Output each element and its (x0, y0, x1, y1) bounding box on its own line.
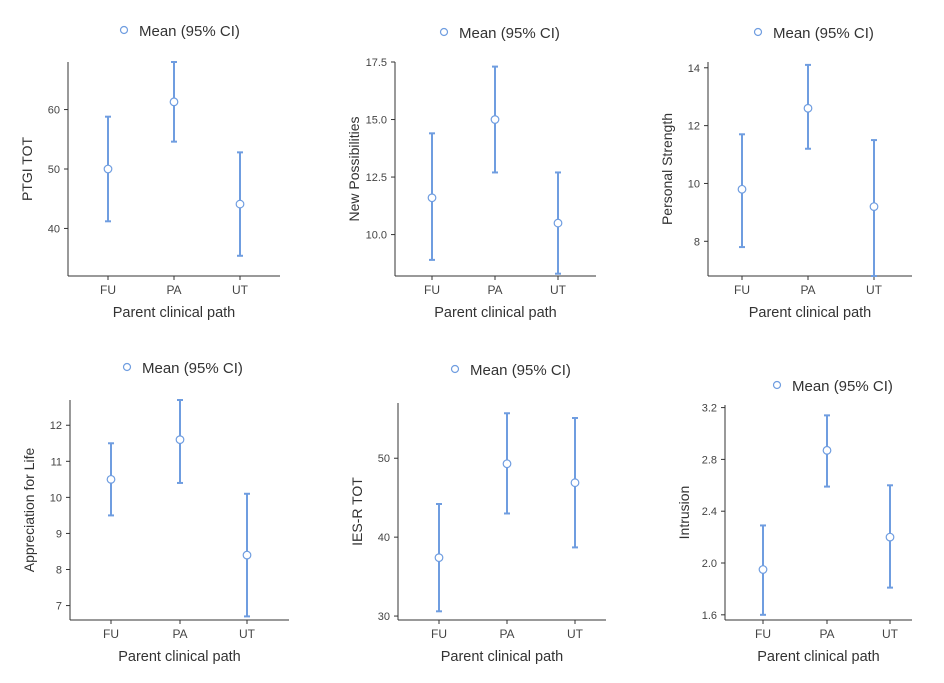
y-tick-label: 40 (48, 223, 60, 235)
legend-label: Mean (95% CI) (139, 23, 240, 40)
mean-point-ut (570, 478, 580, 488)
legend-marker-icon (772, 380, 782, 390)
mean-point-pa (502, 459, 512, 469)
legend-label: Mean (95% CI) (142, 360, 243, 377)
y-tick-label: 12.5 (366, 172, 387, 184)
y-tick-label: 9 (56, 528, 62, 540)
chart-panel-1: Mean (95% CI) 40 50 60 FU PA UT Parent clinical… (19, 23, 280, 321)
y-tick-label: 8 (56, 565, 62, 577)
x-tick-label: UT (232, 283, 249, 297)
legend-marker-icon (753, 27, 763, 37)
mean-point-pa (175, 435, 185, 445)
legend-label: Mean (95% CI) (470, 362, 571, 379)
y-tick-label: 11 (51, 456, 62, 468)
x-tick-label: PA (487, 283, 502, 297)
y-tick-label: 15.0 (366, 115, 387, 127)
y-tick-label: 2.0 (702, 558, 717, 570)
y-tick-label: 12 (688, 121, 700, 133)
mean-point-pa (490, 115, 500, 124)
x-tick-label: PA (819, 627, 834, 641)
x-tick-label: FU (734, 283, 750, 297)
y-tick-label: 2.4 (702, 506, 717, 518)
chart-panel-3: Mean (95% CI) 8 10 12 14 FU PA UT Parent clinica… (659, 25, 912, 321)
y-tick-label: 10.0 (366, 230, 387, 242)
mean-point-pa (803, 103, 813, 113)
x-axis-title: Parent clinical path (113, 305, 236, 321)
x-tick-label: FU (100, 283, 116, 297)
x-axis-title: Parent clinical path (441, 649, 564, 665)
mean-point-pa (169, 97, 179, 107)
mean-point-fu (737, 184, 747, 194)
y-axis-title: Intrusion (676, 486, 692, 540)
y-tick-label: 1.6 (702, 610, 717, 622)
y-axis-title: Personal Strength (659, 113, 675, 225)
legend-marker-icon (439, 27, 449, 37)
legend-marker-icon (119, 25, 129, 35)
y-tick-label: 30 (378, 611, 390, 623)
x-tick-label: PA (166, 283, 181, 297)
x-tick-label: PA (499, 627, 514, 641)
legend-marker-icon (450, 364, 460, 374)
x-tick-label: FU (755, 627, 771, 641)
legend-label: Mean (95% CI) (773, 25, 874, 42)
mean-point-fu (434, 553, 444, 563)
x-tick-label: UT (866, 283, 883, 297)
mean-point-fu (106, 474, 116, 484)
mean-point-ut (235, 199, 245, 209)
mean-point-ut (885, 532, 895, 542)
x-tick-label: FU (431, 627, 447, 641)
mean-point-ut (242, 550, 252, 560)
y-axis-title: Appreciation for Life (21, 448, 37, 573)
mean-point-ut (869, 202, 879, 211)
legend-marker-icon (122, 362, 132, 372)
x-tick-label: UT (550, 283, 567, 297)
legend-label: Mean (95% CI) (459, 25, 560, 42)
x-tick-label: PA (172, 627, 187, 641)
chart-panel-4: Mean (95% CI) 7 8 9 10 11 12 FU PA UT Parent clini… (21, 360, 289, 665)
y-tick-label: 60 (48, 105, 60, 117)
y-tick-label: 50 (48, 164, 60, 176)
mean-point-fu (427, 193, 437, 203)
x-axis-title: Parent clinical path (757, 649, 880, 665)
y-tick-label: 10 (50, 492, 62, 504)
x-tick-label: FU (424, 283, 440, 297)
x-tick-label: UT (882, 627, 899, 641)
y-tick-label: 14 (688, 63, 700, 75)
y-axis-title: PTGI TOT (19, 137, 35, 201)
y-tick-label: 50 (378, 453, 390, 465)
x-tick-label: FU (103, 627, 119, 641)
x-axis-title: Parent clinical path (434, 305, 557, 321)
y-tick-label: 12 (50, 420, 62, 432)
y-tick-label: 2.8 (702, 454, 717, 466)
x-axis-title: Parent clinical path (118, 649, 241, 665)
y-tick-label: 3.2 (702, 403, 717, 415)
y-tick-label: 7 (56, 601, 62, 613)
y-tick-label: 40 (378, 532, 390, 544)
y-tick-label: 8 (694, 236, 700, 248)
chart-panel-6: Mean (95% CI) 1.6 2.0 2.4 2.8 3.2 FU PA UTParent… (676, 378, 912, 665)
mean-point-fu (103, 164, 113, 174)
y-tick-label: 17.5 (366, 57, 387, 69)
mean-point-ut (553, 218, 563, 228)
mean-point-pa (822, 445, 832, 455)
x-tick-label: UT (239, 627, 256, 641)
legend-label: Mean (95% CI) (792, 378, 893, 395)
mean-point-fu (758, 565, 768, 574)
y-tick-label: 10 (688, 178, 700, 190)
x-axis-title: Parent clinical path (749, 305, 872, 321)
chart-panel-2: Mean (95% CI) 10.0 12.5 15.0 17.5 FU PA UT Paren… (346, 25, 596, 321)
y-axis-title: IES-R TOT (349, 477, 365, 546)
y-axis-title: New Possibilities (346, 116, 362, 221)
x-tick-label: PA (800, 283, 815, 297)
x-tick-label: UT (567, 627, 584, 641)
